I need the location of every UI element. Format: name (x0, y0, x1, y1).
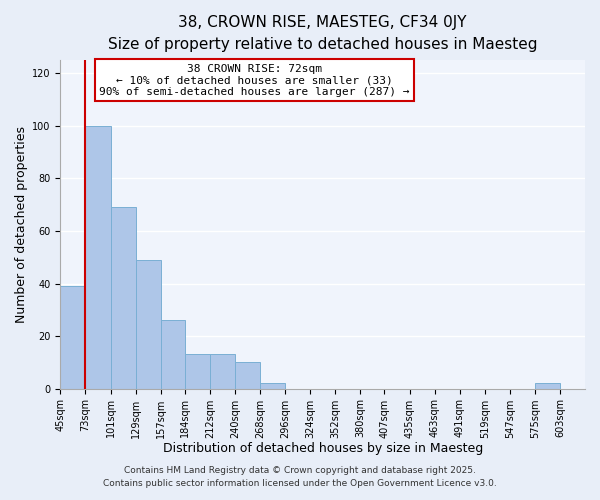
Bar (185, 354, 210, 388)
Bar (110, 208, 136, 388)
Bar (161, 320, 185, 388)
Bar (210, 354, 235, 388)
Bar (61, 286, 85, 388)
Bar (235, 362, 260, 388)
Text: 38 CROWN RISE: 72sqm
← 10% of detached houses are smaller (33)
90% of semi-detac: 38 CROWN RISE: 72sqm ← 10% of detached h… (99, 64, 410, 97)
Bar (85, 126, 110, 388)
Y-axis label: Number of detached properties: Number of detached properties (15, 126, 28, 323)
Bar (535, 384, 560, 388)
Title: 38, CROWN RISE, MAESTEG, CF34 0JY
Size of property relative to detached houses i: 38, CROWN RISE, MAESTEG, CF34 0JY Size o… (108, 15, 538, 52)
Bar (260, 384, 285, 388)
X-axis label: Distribution of detached houses by size in Maesteg: Distribution of detached houses by size … (163, 442, 483, 455)
Text: Contains HM Land Registry data © Crown copyright and database right 2025.
Contai: Contains HM Land Registry data © Crown c… (103, 466, 497, 487)
Bar (136, 260, 161, 388)
